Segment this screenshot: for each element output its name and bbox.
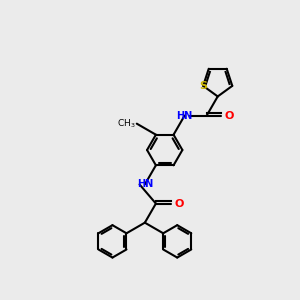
Text: S: S — [199, 81, 207, 91]
Text: CH$_3$: CH$_3$ — [117, 117, 135, 130]
Text: O: O — [174, 199, 184, 208]
Text: HN: HN — [176, 111, 193, 121]
Text: O: O — [225, 111, 234, 121]
Text: HN: HN — [137, 179, 153, 189]
